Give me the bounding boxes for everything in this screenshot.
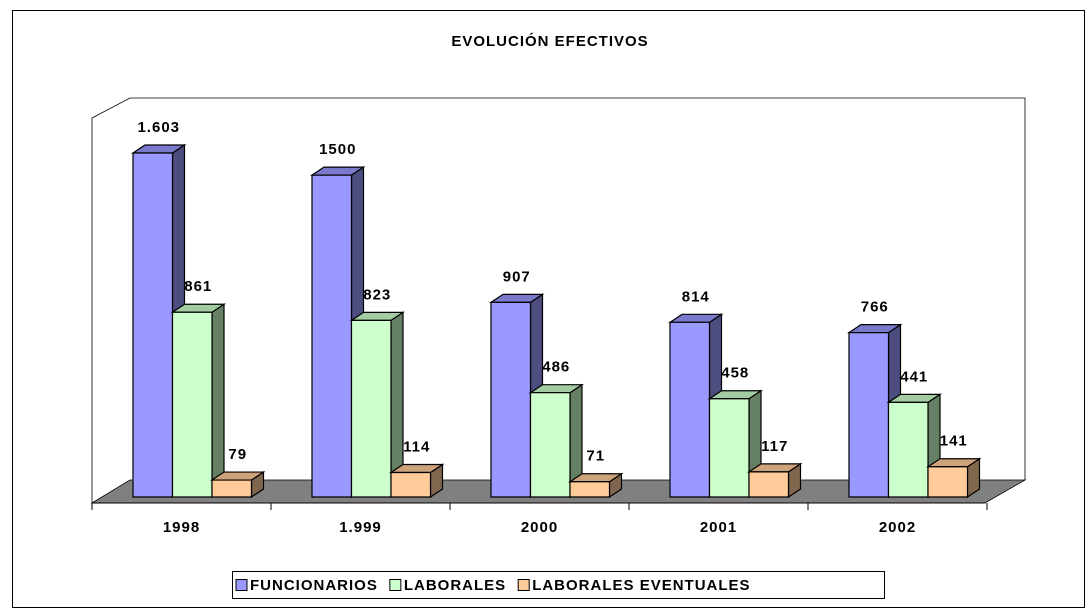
data-label: 71 xyxy=(586,448,605,465)
bar-front xyxy=(311,174,353,498)
bar-front xyxy=(529,392,571,498)
data-label: 79 xyxy=(228,446,247,463)
data-label: 1500 xyxy=(319,141,356,158)
x-tick-label: 2002 xyxy=(879,519,916,536)
data-label: 823 xyxy=(363,286,391,303)
bar xyxy=(568,472,624,499)
bar-front xyxy=(490,301,532,498)
data-label: 441 xyxy=(900,368,928,385)
x-tick-label: 2001 xyxy=(700,519,737,536)
bar xyxy=(389,463,445,499)
bar-front xyxy=(927,466,969,498)
legend-swatch xyxy=(235,579,248,591)
legend xyxy=(232,571,885,599)
data-label: 766 xyxy=(861,299,889,316)
bar-front xyxy=(132,152,174,498)
bar-side xyxy=(211,303,225,499)
x-tick-label: 1.999 xyxy=(339,519,382,536)
chart-title: EVOLUCIÓN EFECTIVOS xyxy=(451,32,648,50)
bar-front xyxy=(848,332,890,498)
legend-swatch xyxy=(389,579,402,591)
data-label: 486 xyxy=(542,359,570,376)
legend-label: LABORALES xyxy=(404,577,506,594)
bar-front xyxy=(569,481,611,498)
data-label: 458 xyxy=(721,365,749,382)
x-tick-label: 2000 xyxy=(521,519,558,536)
data-label: 117 xyxy=(761,438,788,455)
data-label: 907 xyxy=(503,268,531,285)
data-label: 1.603 xyxy=(137,119,180,136)
data-label: 141 xyxy=(940,433,968,450)
legend-label: LABORALES EVENTUALES xyxy=(532,577,750,594)
data-label: 861 xyxy=(184,278,212,295)
bar xyxy=(528,383,584,499)
bar-front xyxy=(390,471,432,498)
bar-front xyxy=(748,471,790,498)
legend-label: FUNCIONARIOS xyxy=(250,577,378,594)
legend-swatch xyxy=(517,579,530,591)
data-label: 114 xyxy=(403,439,430,456)
back-wall xyxy=(91,97,1026,503)
bar-front xyxy=(887,401,929,498)
bar-front xyxy=(211,479,253,498)
bar xyxy=(926,457,982,499)
bar-front xyxy=(708,398,750,498)
bar-front xyxy=(350,319,392,498)
data-label: 814 xyxy=(682,288,710,305)
bar xyxy=(349,311,405,499)
x-tick-label: 1998 xyxy=(163,519,200,536)
bar-front xyxy=(171,311,213,498)
bar xyxy=(170,303,226,499)
bar-front xyxy=(669,321,711,498)
bar xyxy=(210,470,266,499)
bar xyxy=(747,462,803,499)
